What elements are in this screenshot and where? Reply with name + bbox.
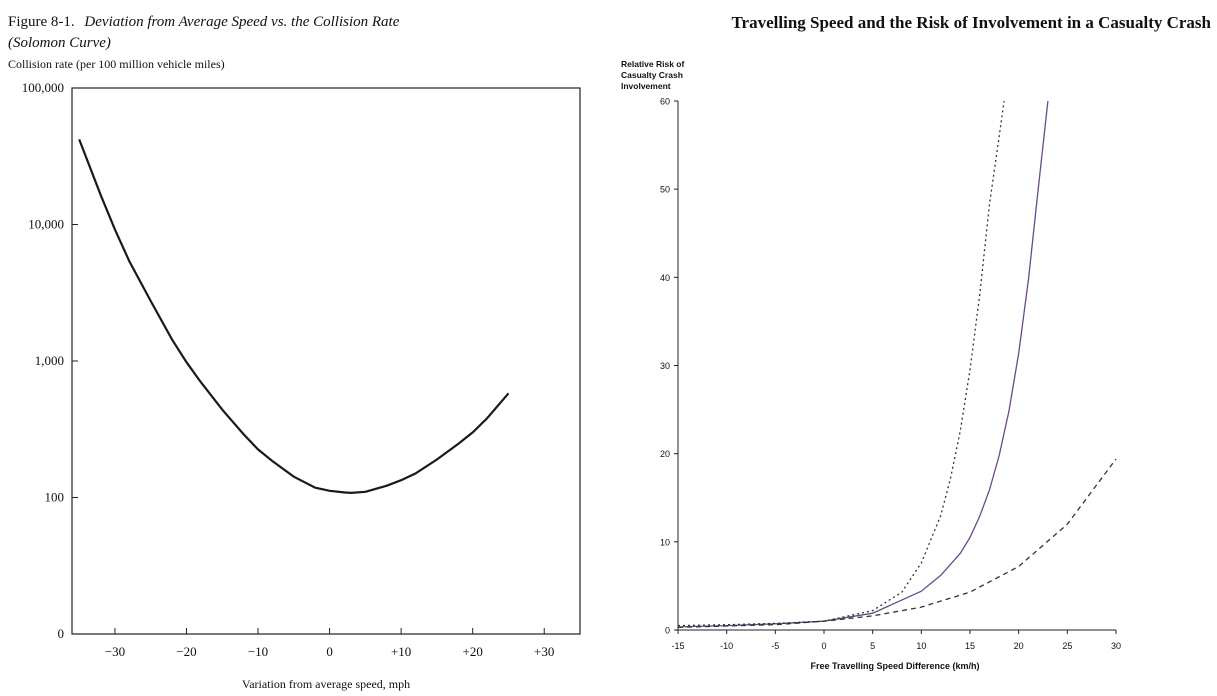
right-y-tick-label: 30 (660, 361, 670, 371)
right-x-tick-label: 30 (1111, 641, 1121, 651)
left-y-tick-label: 0 (58, 626, 65, 641)
left-chart-plot: 100,000 10,000 1,000 100 0 −30 −20 −10 0 +10 +20 +… (22, 80, 581, 659)
right-x-tick-label: 25 (1062, 641, 1072, 651)
right-y-tick-label: 10 (660, 537, 670, 547)
left-x-tick-label: +20 (463, 644, 483, 659)
risk-upper-bound-line (677, 100, 1005, 627)
right-x-tick-label: 15 (965, 641, 975, 651)
left-x-ticks: −30 −20 −10 0 +10 +20 +30 (105, 628, 554, 659)
right-y-axis-label: Relative Risk of Casualty Crash Involvem… (621, 59, 687, 91)
right-x-tick-label: 10 (916, 641, 926, 651)
right-chart-plot: 0 10 20 30 40 50 60 -15 -10 -5 0 5 10 15 20 25 30 (660, 97, 1121, 652)
left-y-tick-label: 1,000 (35, 353, 64, 368)
right-y-tick-label: 20 (660, 449, 670, 459)
right-y-tick-label: 40 (660, 273, 670, 283)
caption-title: Deviation from Average Speed vs. the Col… (83, 14, 399, 30)
left-figure: Figure 8-1. Deviation from Average Speed… (8, 14, 581, 691)
right-y-tick-label: 50 (660, 185, 670, 195)
right-figure: Travelling Speed and the Risk of Involve… (621, 13, 1212, 671)
left-x-tick-label: −30 (105, 644, 125, 659)
right-x-tick-label: 20 (1014, 641, 1024, 651)
right-x-tick-label: 5 (870, 641, 875, 651)
left-x-axis-label: Variation from average speed, mph (242, 677, 410, 691)
left-x-tick-label: −10 (248, 644, 268, 659)
left-x-tick-label: +30 (534, 644, 554, 659)
right-y-tick-label: 0 (665, 626, 670, 636)
caption-label: Figure 8-1. (8, 14, 75, 30)
right-y-ticks: 0 10 20 30 40 50 60 (660, 97, 678, 636)
left-y-axis-label: Collision rate (per 100 million vehicle … (8, 57, 225, 71)
left-x-tick-label: −20 (176, 644, 196, 659)
right-figure-heading: Travelling Speed and the Risk of Involve… (731, 13, 1211, 32)
solomon-curve-line (78, 139, 510, 495)
left-x-tick-label: 0 (326, 644, 333, 659)
right-x-ticks: -15 -10 -5 0 5 10 15 20 25 30 (671, 630, 1121, 651)
left-y-tick-label: 10,000 (28, 217, 64, 232)
left-plot-frame (71, 87, 581, 635)
right-x-tick-label: -10 (720, 641, 733, 651)
left-figure-caption: Figure 8-1. Deviation from Average Speed… (8, 14, 400, 30)
right-x-tick-label: -5 (771, 641, 779, 651)
risk-lower-bound-line (677, 458, 1117, 629)
right-x-tick-label: -15 (671, 641, 684, 651)
right-y-tick-label: 60 (660, 97, 670, 107)
caption-subtitle: (Solomon Curve) (8, 35, 111, 51)
left-y-tick-label: 100,000 (22, 80, 64, 95)
left-x-tick-label: +10 (391, 644, 411, 659)
right-x-tick-label: 0 (821, 641, 826, 651)
left-y-tick-label: 100 (45, 490, 65, 505)
right-x-axis-label: Free Travelling Speed Difference (km/h) (810, 661, 979, 671)
left-y-ticks: 100,000 10,000 1,000 100 0 (22, 80, 78, 641)
